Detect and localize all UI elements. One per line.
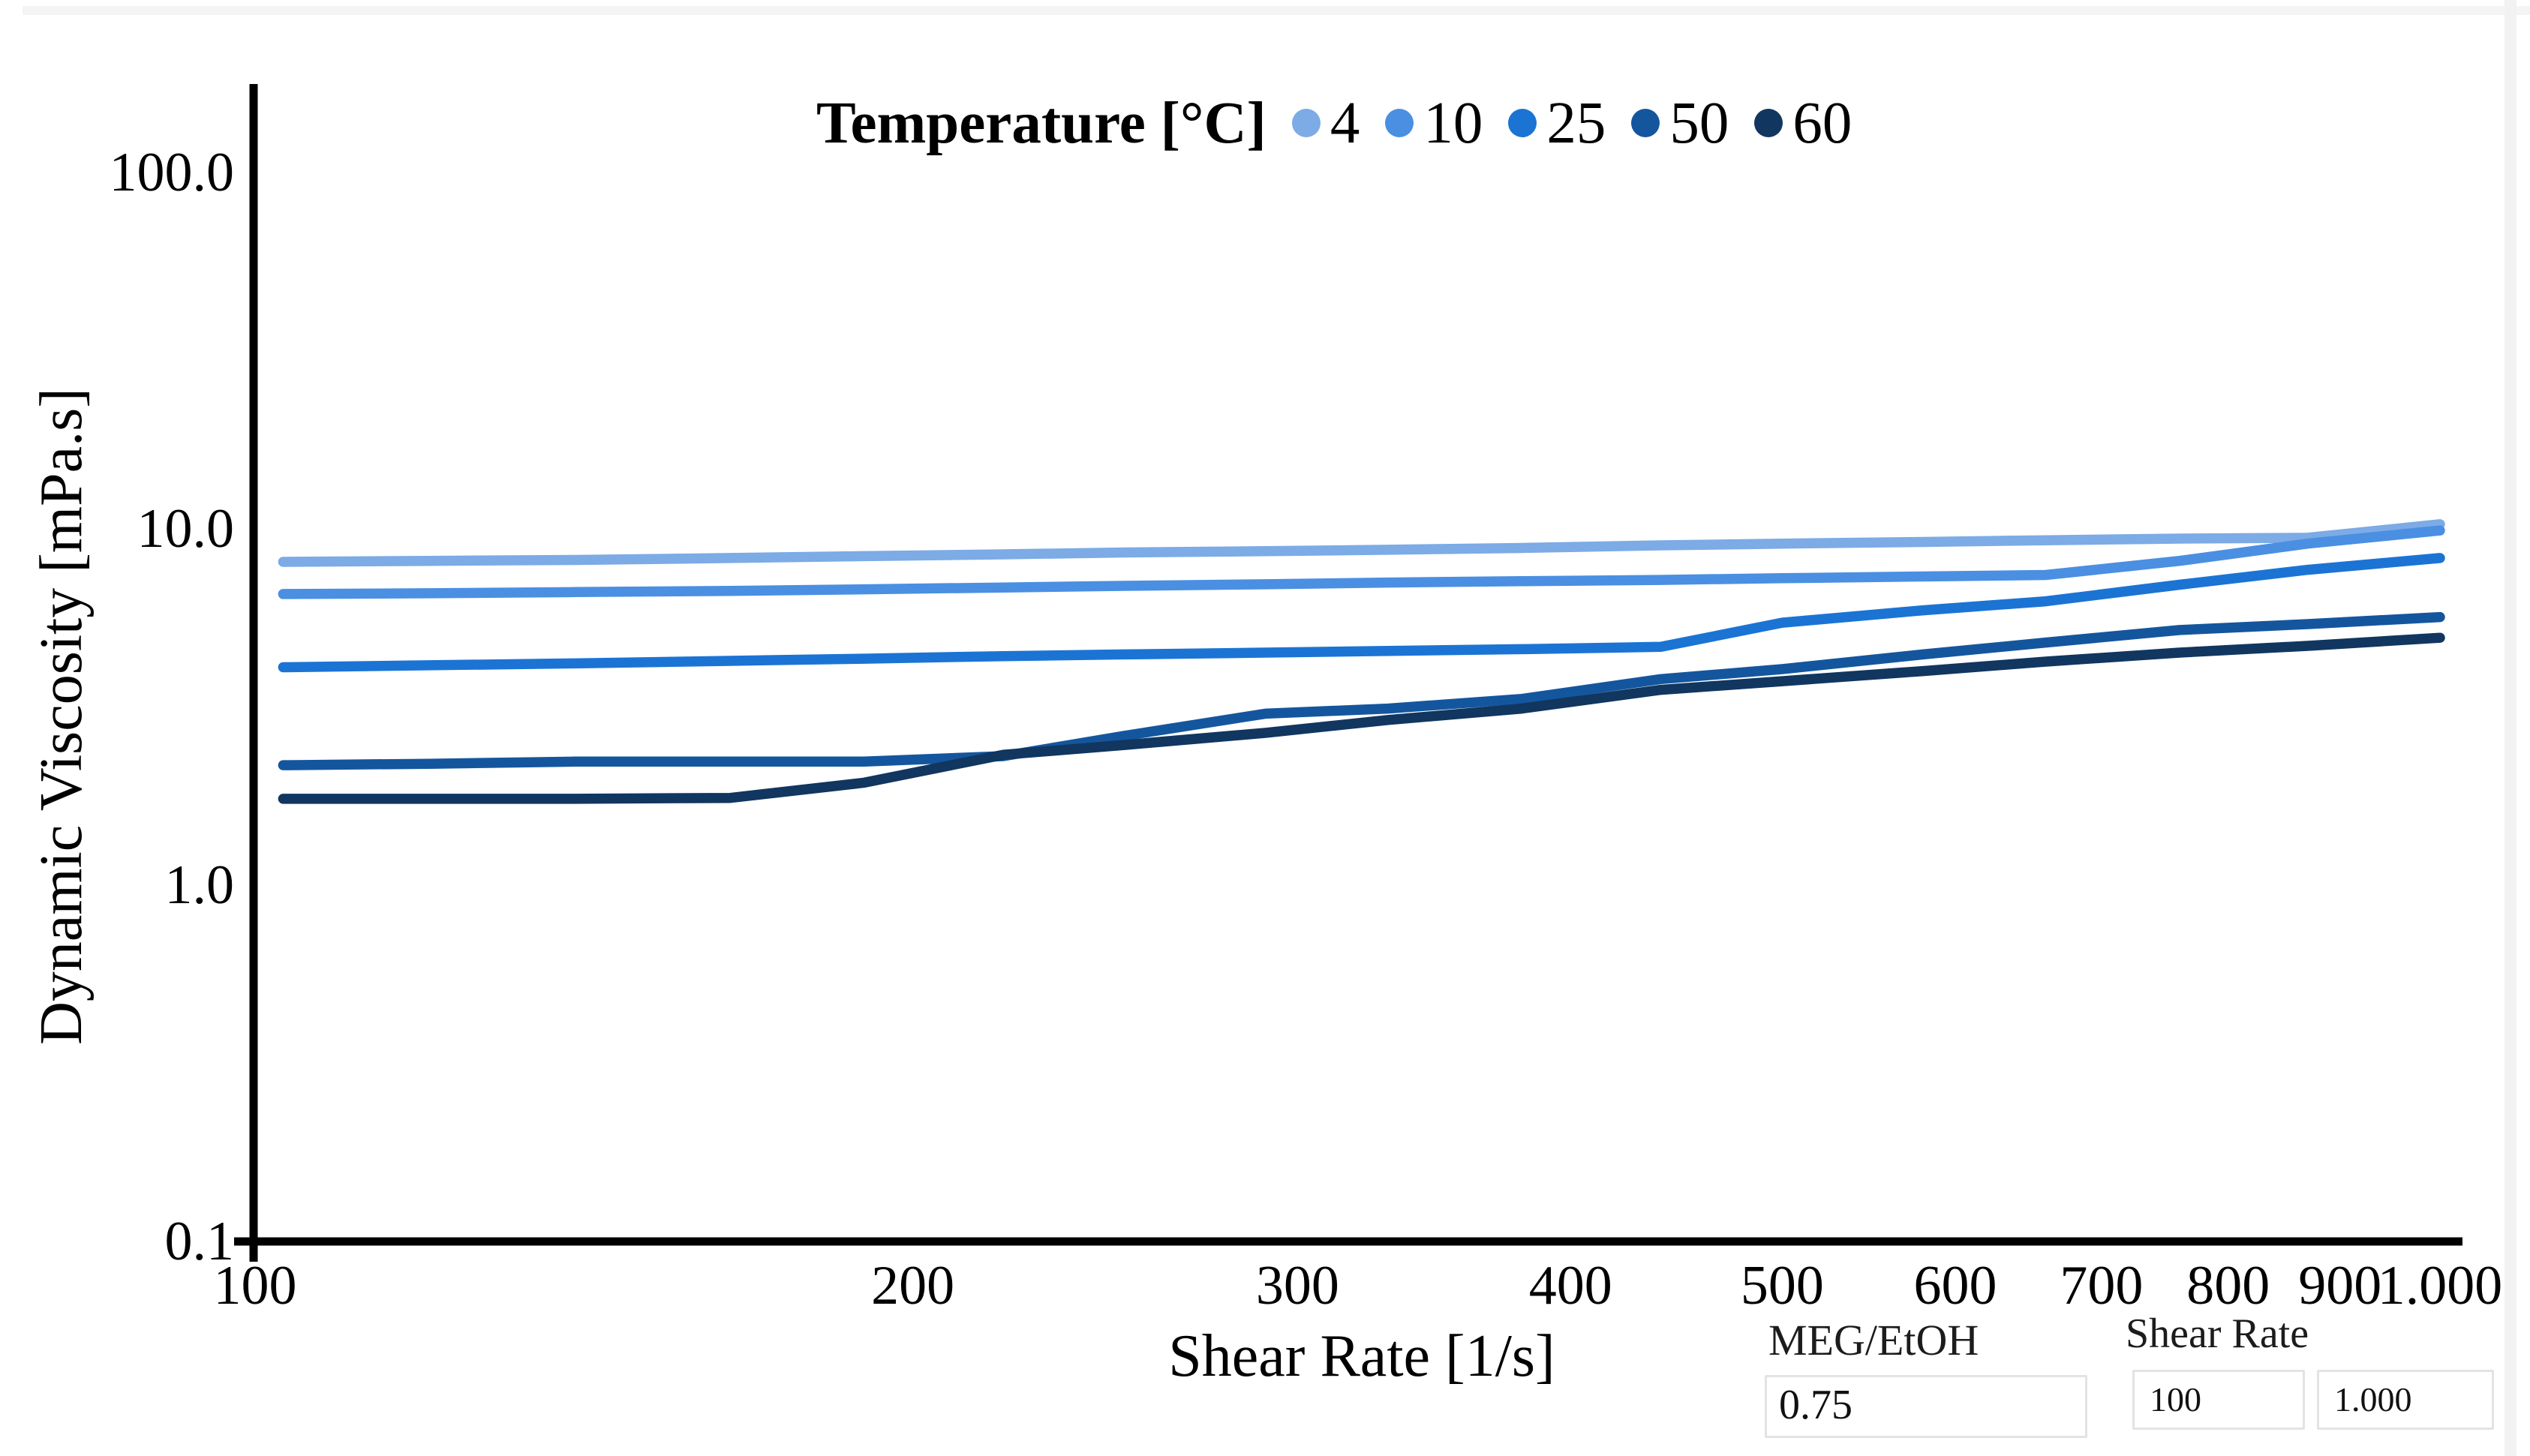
legend-dot-25 xyxy=(1508,109,1537,137)
x-tick-500: 500 xyxy=(1741,1255,1824,1316)
x-tick-400: 400 xyxy=(1529,1255,1612,1316)
x-tick-800: 800 xyxy=(2186,1255,2270,1316)
series-group xyxy=(278,519,2445,804)
legend-item-10: 10 xyxy=(1385,94,1483,153)
series-line-25c xyxy=(278,553,2445,673)
legend-label-60: 60 xyxy=(1792,90,1852,156)
y-tick-0.1: 0.1 xyxy=(165,1211,235,1272)
legend-item-50: 50 xyxy=(1631,94,1729,153)
x-axis-title: Shear Rate [1/s] xyxy=(1168,1323,1555,1389)
series-line-10c xyxy=(278,525,2445,599)
legend-label-50: 50 xyxy=(1669,90,1729,156)
legend-title: Temperature [°C] xyxy=(816,90,1267,156)
x-tick-900: 900 xyxy=(2298,1255,2381,1316)
legend-item-4: 4 xyxy=(1291,90,1360,156)
x-tick-700: 700 xyxy=(2060,1255,2143,1316)
chart-legend: Temperature [°C] 4 10 25 50 60 xyxy=(816,87,1877,159)
series-line-60c xyxy=(278,632,2445,804)
legend-dot-60 xyxy=(1754,109,1783,137)
meg-etoh-label: MEG/EtOH xyxy=(1768,1316,1979,1364)
legend-dot-50 xyxy=(1631,109,1660,137)
legend-item-25: 25 xyxy=(1508,94,1606,153)
x-tick-600: 600 xyxy=(1914,1255,1997,1316)
x-tick-1.000: 1.000 xyxy=(2378,1255,2503,1316)
legend-dot-4 xyxy=(1291,109,1321,137)
y-axis-ticks: 100.0 10.0 1.0 0.1 xyxy=(110,142,235,1272)
page-right-edge-strip xyxy=(2504,0,2516,1456)
meg-etoh-input[interactable] xyxy=(1765,1375,2087,1438)
legend-label-4: 4 xyxy=(1330,90,1360,156)
x-tick-300: 300 xyxy=(1256,1255,1339,1316)
page-top-edge-strip xyxy=(23,6,2530,15)
series-line-50c xyxy=(278,611,2445,770)
legend-dot-10 xyxy=(1385,109,1414,137)
legend-label-25: 25 xyxy=(1546,90,1606,156)
x-tick-100: 100 xyxy=(214,1255,297,1316)
legend-item-60: 60 xyxy=(1754,94,1852,153)
legend-items: 4 10 25 50 60 xyxy=(1291,90,1878,156)
series-line-4c xyxy=(278,519,2445,567)
y-tick-10.0: 10.0 xyxy=(137,498,235,560)
shear-rate-max-input[interactable] xyxy=(2317,1370,2494,1430)
x-tick-200: 200 xyxy=(871,1255,954,1316)
y-tick-1.0: 1.0 xyxy=(165,854,235,916)
shear-rate-label: Shear Rate xyxy=(2126,1310,2309,1357)
y-tick-100.0: 100.0 xyxy=(110,142,235,203)
shear-rate-min-input[interactable] xyxy=(2132,1370,2305,1430)
legend-label-10: 10 xyxy=(1423,90,1483,156)
